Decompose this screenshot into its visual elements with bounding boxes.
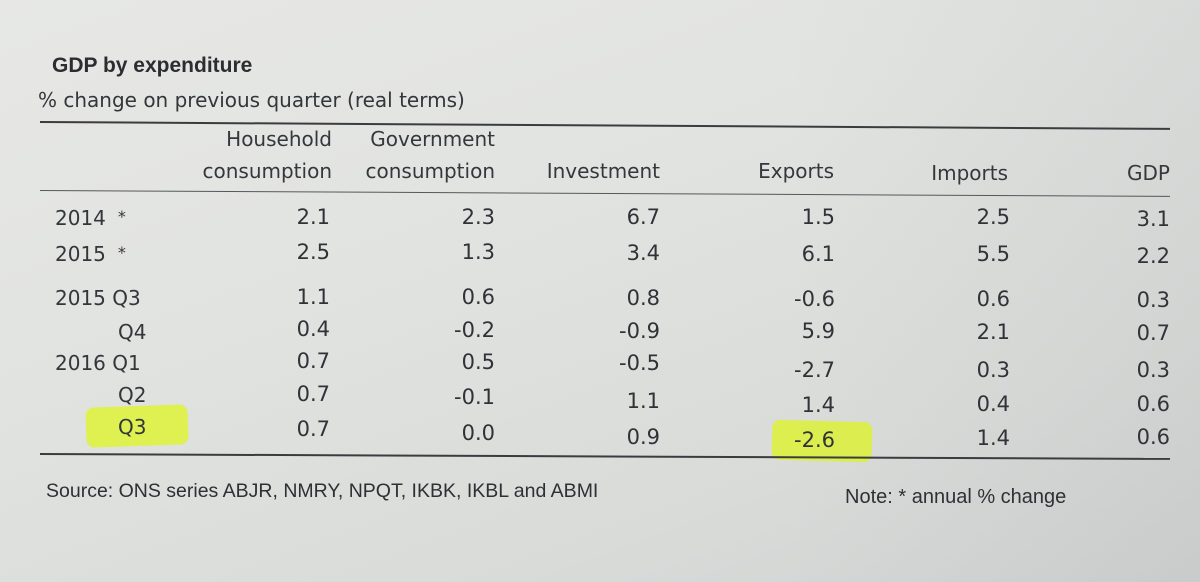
cell-2014-exports: 1.5 <box>801 205 835 229</box>
cell-2015q3-investment: 0.8 <box>626 286 660 310</box>
cell-2015q3-government: 0.6 <box>461 285 495 309</box>
cell-q2-gdp: 0.6 <box>1136 392 1170 416</box>
row-label-2014: 2014 * <box>55 206 126 230</box>
cell-q4-investment: -0.9 <box>619 319 660 343</box>
annual-note-marker: * <box>117 243 126 262</box>
cell-q3-gdp: 0.6 <box>1136 425 1170 449</box>
header-government-line1: Government <box>370 127 495 151</box>
cell-2016q1-government: 0.5 <box>461 350 495 374</box>
cell-q2-exports: 1.4 <box>801 393 835 417</box>
cell-q3-imports: 1.4 <box>976 426 1010 450</box>
header-investment: Investment <box>546 159 660 183</box>
header-government-line2: consumption <box>365 159 496 183</box>
row-label-2015: 2015 * <box>55 242 126 266</box>
cell-q2-investment: 1.1 <box>626 389 660 413</box>
table-title: GDP by expenditure <box>52 54 253 77</box>
cell-2016q1-imports: 0.3 <box>976 358 1010 382</box>
cell-q2-household: 0.7 <box>296 382 330 406</box>
cell-q3-government: 0.0 <box>461 421 495 445</box>
cell-2015-investment: 3.4 <box>626 241 660 265</box>
cell-2015q3-imports: 0.6 <box>976 287 1010 311</box>
cell-2014-gdp: 3.1 <box>1136 207 1170 231</box>
row-label-2016-q1: 2016 Q1 <box>55 351 141 375</box>
header-gdp: GDP <box>1127 161 1170 185</box>
row-label-q4: Q4 <box>118 320 147 344</box>
header-imports: Imports <box>931 161 1008 185</box>
cell-2015-household: 2.5 <box>296 240 330 264</box>
cell-q3-investment: 0.9 <box>626 425 660 449</box>
cell-q4-gdp: 0.7 <box>1136 321 1170 345</box>
cell-2014-imports: 2.5 <box>976 205 1010 229</box>
header-exports: Exports <box>758 159 834 183</box>
cell-2016q1-gdp: 0.3 <box>1136 358 1170 382</box>
header-household-line2: consumption <box>202 159 333 183</box>
cell-2015-exports: 6.1 <box>801 242 835 266</box>
annual-note-marker: * <box>117 207 126 226</box>
cell-2016q1-exports: -2.7 <box>794 358 835 382</box>
cell-2015-gdp: 2.2 <box>1136 244 1170 268</box>
cell-2016q1-household: 0.7 <box>296 349 330 373</box>
bottom-rule <box>39 453 1170 460</box>
cell-2016q1-investment: -0.5 <box>619 351 660 375</box>
cell-2015q3-gdp: 0.3 <box>1136 288 1170 312</box>
header-household-line1: Household <box>226 127 332 151</box>
cell-2014-government: 2.3 <box>461 205 495 229</box>
row-label-2015-q3: 2015 Q3 <box>55 286 141 310</box>
cell-q2-government: -0.1 <box>454 385 495 409</box>
cell-q3-exports: -2.6 <box>794 428 835 452</box>
cell-q3-household: 0.7 <box>296 417 330 441</box>
header-rule <box>39 190 1170 197</box>
cell-2015q3-household: 1.1 <box>296 285 330 309</box>
footnote: Note: * annual % change <box>845 486 1067 508</box>
table-subtitle: % change on previous quarter (real terms… <box>38 88 465 112</box>
row-label-q2: Q2 <box>118 383 147 407</box>
cell-2015q3-exports: -0.6 <box>794 287 835 311</box>
cell-2015-imports: 5.5 <box>976 242 1010 266</box>
top-rule <box>39 121 1170 130</box>
row-label-q3: Q3 <box>118 415 147 439</box>
cell-2014-investment: 6.7 <box>626 205 660 229</box>
cell-2014-household: 2.1 <box>296 205 330 229</box>
cell-2015-government: 1.3 <box>461 240 495 264</box>
cell-q4-exports: 5.9 <box>801 319 835 343</box>
cell-q4-household: 0.4 <box>296 317 330 341</box>
cell-q2-imports: 0.4 <box>976 392 1010 416</box>
source-note: Source: ONS series ABJR, NMRY, NPQT, IKB… <box>46 480 599 502</box>
cell-q4-government: -0.2 <box>454 318 495 342</box>
cell-q4-imports: 2.1 <box>976 320 1010 344</box>
